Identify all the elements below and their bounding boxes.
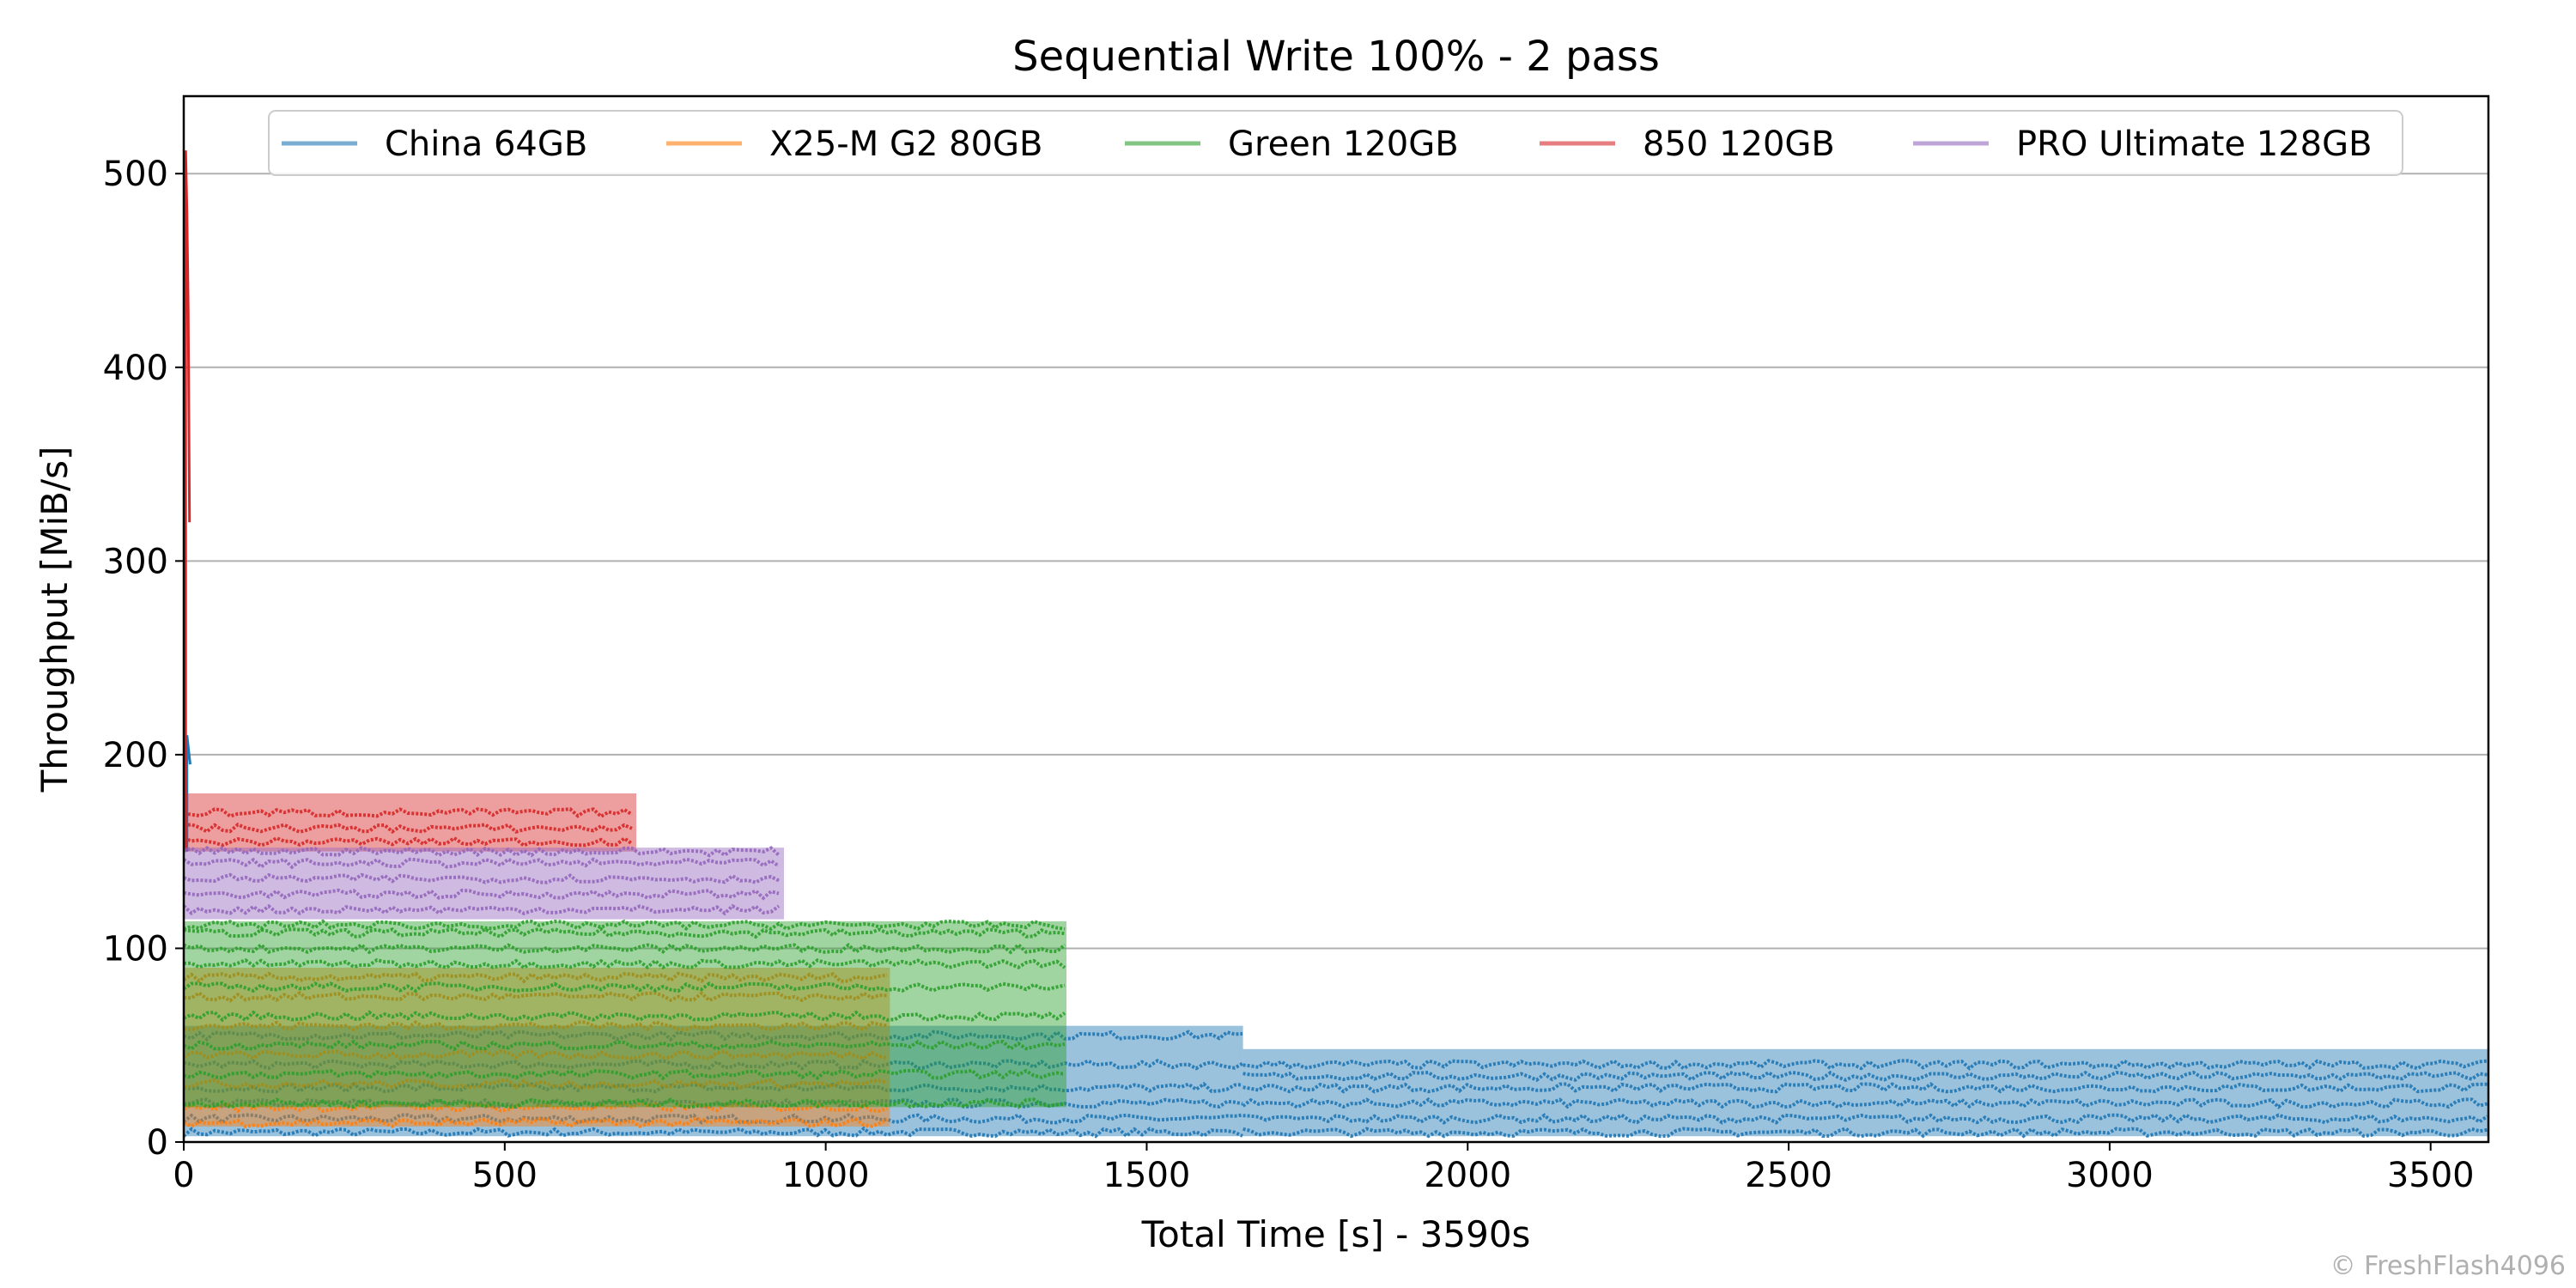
series-line-x25-m-g2-80gb xyxy=(184,1078,888,1091)
y-tick-label: 500 xyxy=(103,155,168,194)
series-line-green-120gb xyxy=(184,919,1066,932)
series-line-x25-m-g2-80gb xyxy=(184,1048,888,1060)
series-green-120gb xyxy=(184,919,1066,1109)
legend-label-pro-ultimate-128gb: PRO Ultimate 128GB xyxy=(2016,125,2372,164)
chart-title: Sequential Write 100% - 2 pass xyxy=(1012,33,1660,81)
series-line-china-64gb xyxy=(184,1097,1243,1109)
series-spike-850-120gb xyxy=(184,150,191,852)
series-line-850-120gb xyxy=(184,807,634,819)
x-axis-title: Total Time [s] - 3590s xyxy=(1141,1213,1531,1255)
x-tick-label: 3000 xyxy=(2066,1156,2154,1195)
legend-item-green-120gb: Green 120GB xyxy=(1125,125,1459,164)
series-line-x25-m-g2-80gb xyxy=(184,990,888,1003)
series-line-green-120gb xyxy=(184,1097,1066,1109)
series-line-green-120gb xyxy=(184,957,1066,970)
series-line-pro-ultimate-128gb xyxy=(184,846,781,858)
y-tick-label: 200 xyxy=(103,736,168,775)
series-line-x25-m-g2-80gb xyxy=(184,971,888,984)
series-line-green-120gb xyxy=(184,942,1066,955)
x-tick-label: 1500 xyxy=(1103,1156,1191,1195)
series-line-china-64gb xyxy=(1242,1097,2488,1109)
legend-label-850-120gb: 850 120GB xyxy=(1643,125,1835,164)
series-line-x25-m-g2-80gb xyxy=(184,1116,888,1129)
series-850-120gb xyxy=(184,150,637,852)
series-line-green-120gb xyxy=(184,981,1066,993)
series-line-china-64gb xyxy=(184,1058,1243,1071)
legend: China 64GB X25-M G2 80GB Green 120GB 850… xyxy=(268,110,2403,176)
series-pro-ultimate-128gb xyxy=(184,846,785,920)
x-tick-label: 1000 xyxy=(782,1156,870,1195)
plot-frame xyxy=(182,94,2490,1144)
legend-item-x25m-g2-80gb: X25-M G2 80GB xyxy=(666,125,1042,164)
plot-data xyxy=(184,150,2488,1139)
y-tick-label: 400 xyxy=(103,349,168,388)
x-tick-label: 500 xyxy=(472,1156,538,1195)
x-tick-label: 2500 xyxy=(1745,1156,1832,1195)
series-line-china-64gb xyxy=(184,1030,1243,1042)
legend-label-x25m-g2-80gb: X25-M G2 80GB xyxy=(769,125,1042,164)
series-line-850-120gb xyxy=(184,822,633,835)
series-line-china-64gb xyxy=(1242,1113,2488,1125)
series-china-64gb xyxy=(184,735,2488,1139)
legend-item-pro-ultimate-128gb: PRO Ultimate 128GB xyxy=(1913,125,2372,164)
series-line-china-64gb xyxy=(1242,1070,2488,1082)
series-line-pro-ultimate-128gb xyxy=(184,857,781,870)
x-tick-label: 0 xyxy=(173,1156,194,1195)
series-line-x25-m-g2-80gb xyxy=(184,1019,888,1032)
y-tick-label: 300 xyxy=(103,542,168,581)
legend-label-china-64gb: China 64GB xyxy=(385,125,587,164)
series-line-green-120gb xyxy=(184,927,1066,939)
legend-box xyxy=(268,110,2403,176)
x-tick-label: 3500 xyxy=(2387,1156,2475,1195)
y-tick-label: 0 xyxy=(147,1123,168,1163)
series-line-green-120gb xyxy=(184,1010,1066,1023)
grid-lines xyxy=(184,173,2488,950)
x-tick-label: 2000 xyxy=(1424,1156,1511,1195)
legend-label-green-120gb: Green 120GB xyxy=(1228,125,1459,164)
series-line-green-120gb xyxy=(184,1068,1066,1081)
series-line-pro-ultimate-128gb xyxy=(184,903,781,916)
series-line-green-120gb xyxy=(184,1039,1066,1052)
series-line-china-64gb xyxy=(184,1126,1243,1139)
legend-item-850-120gb: 850 120GB xyxy=(1540,125,1835,164)
series-line-850-120gb xyxy=(184,835,634,848)
watermark: © FreshFlash4096 xyxy=(2330,1251,2566,1281)
axis-ticks: 0 100 200 300 400 500 0 500 1000 1500 2000 2500 3000… xyxy=(103,155,2475,1195)
legend-item-china-64gb: China 64GB xyxy=(282,125,587,164)
y-tick-label: 100 xyxy=(103,929,168,969)
y-axis-title: Throughput [MiB/s] xyxy=(33,447,76,793)
series-line-china-64gb xyxy=(1242,1059,2488,1071)
series-line-china-64gb xyxy=(1242,1082,2488,1094)
series-line-china-64gb xyxy=(1242,1127,2488,1139)
series-line-china-64gb xyxy=(184,1081,1243,1094)
